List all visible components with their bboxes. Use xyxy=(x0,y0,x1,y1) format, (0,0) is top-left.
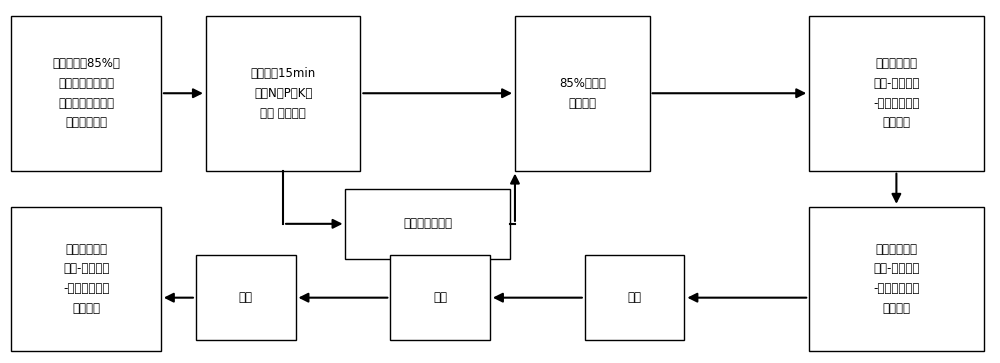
Text: 多聚磷酸鐲硫: 多聚磷酸鐲硫 xyxy=(65,242,107,256)
Text: -生物肥农用化: -生物肥农用化 xyxy=(873,282,920,295)
Text: 学品干燥: 学品干燥 xyxy=(882,302,910,315)
Text: 生产N、P、K复: 生产N、P、K复 xyxy=(254,87,312,100)
Text: 一定质量的85%磷: 一定质量的85%磷 xyxy=(52,57,120,70)
Bar xyxy=(196,255,296,340)
Text: 酸钔-有机农药: 酸钔-有机农药 xyxy=(63,262,109,276)
Bar xyxy=(345,189,510,259)
Text: 85%的磷酸: 85%的磷酸 xyxy=(559,77,606,90)
Text: 除草剤或杀虫剤: 除草剤或杀虫剤 xyxy=(403,217,452,231)
Bar xyxy=(206,16,360,171)
Bar xyxy=(515,16,650,171)
Text: 包装: 包装 xyxy=(239,291,253,304)
Text: 反应釜中15min: 反应釜中15min xyxy=(250,67,316,80)
Text: 酸钔-有机农药: 酸钔-有机农药 xyxy=(873,77,920,90)
Text: 多聚磷酸鐲硫: 多聚磷酸鐲硫 xyxy=(875,242,917,256)
Text: 多聚磷酸鐲硫: 多聚磷酸鐲硫 xyxy=(875,57,917,70)
Text: 元素充分混匀: 元素充分混匀 xyxy=(65,117,107,130)
Text: 吸收氨气: 吸收氨气 xyxy=(568,97,596,110)
Text: 冷却: 冷却 xyxy=(433,291,447,304)
Text: 酸、磷酸二氢鐲、: 酸、磷酸二氢鐲、 xyxy=(58,77,114,90)
Bar xyxy=(809,16,984,171)
Bar xyxy=(390,255,490,340)
Bar xyxy=(585,255,684,340)
Text: 酸钔-有机农药: 酸钔-有机农药 xyxy=(873,262,920,276)
Bar xyxy=(11,207,161,351)
Bar xyxy=(11,16,161,171)
Text: 尿素、硫酸钔微量: 尿素、硫酸钔微量 xyxy=(58,97,114,110)
Bar xyxy=(809,207,984,351)
Text: 合肥 微量元素: 合肥 微量元素 xyxy=(260,107,306,119)
Text: -生物肥农用化: -生物肥农用化 xyxy=(63,282,109,295)
Text: 学品产品: 学品产品 xyxy=(72,302,100,315)
Text: 学品造粒: 学品造粒 xyxy=(882,117,910,130)
Text: -生物肥农用化: -生物肥农用化 xyxy=(873,97,920,110)
Text: 筛分: 筛分 xyxy=(628,291,642,304)
